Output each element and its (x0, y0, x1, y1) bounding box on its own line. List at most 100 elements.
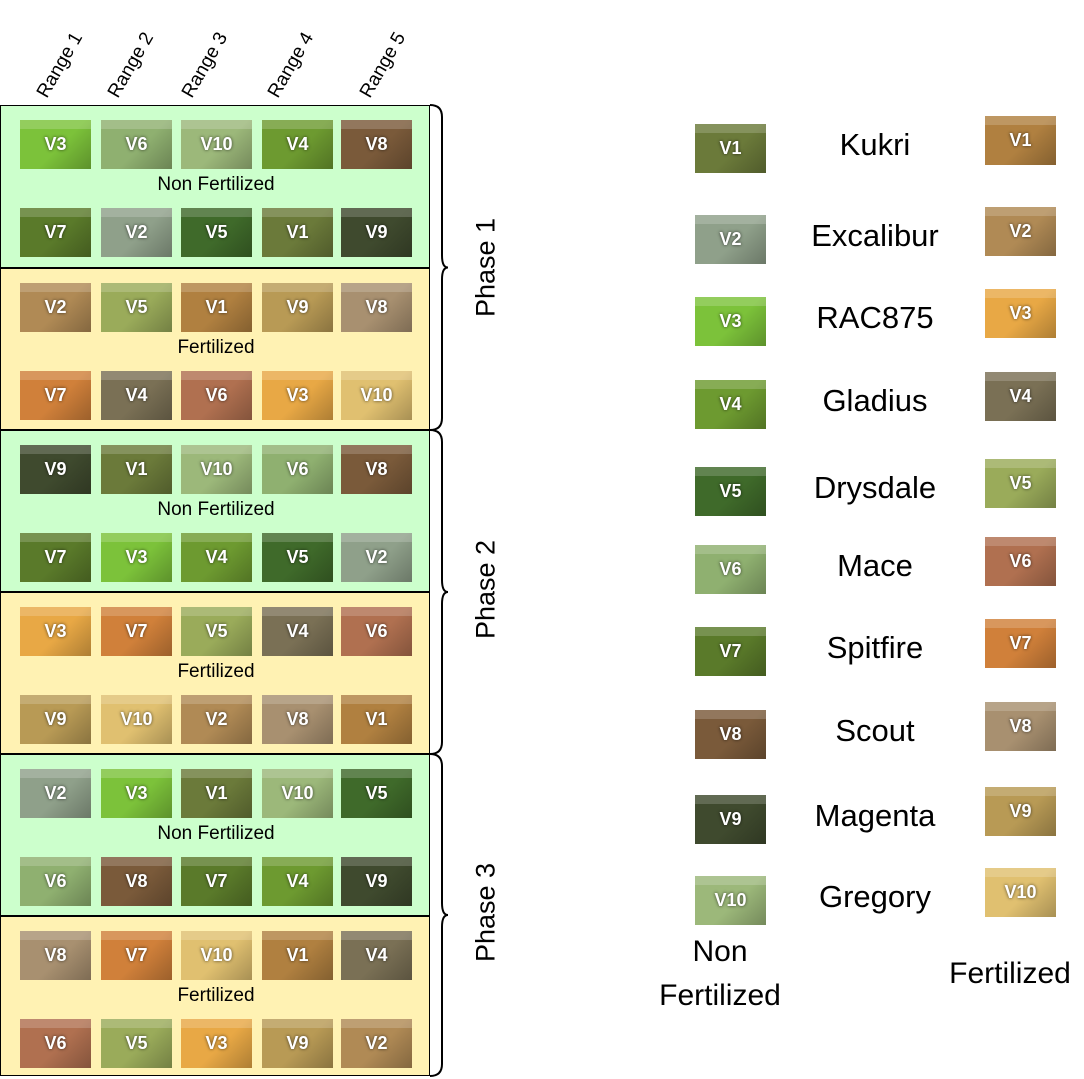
phase-label-2: Phase 2 (470, 539, 501, 640)
plot-tile-label: V10 (120, 709, 153, 729)
plot-tile: V9 (262, 283, 333, 332)
non-fertilized-caption: Non Fertilized (157, 174, 275, 195)
phase-brace-1 (429, 104, 449, 431)
plot-tile-label: V8 (44, 945, 67, 965)
plot-tile: V6 (341, 607, 412, 656)
plot-tile: V7 (20, 208, 91, 257)
legend-nf-code: V6 (719, 559, 742, 579)
legend-nf-tile-v5: V5 (695, 467, 766, 516)
plot-tile: V4 (262, 120, 333, 169)
non-fertilized-caption: Non Fertilized (157, 499, 275, 520)
plot-tile: V1 (262, 931, 333, 980)
legend-nf-tile-v9: V9 (695, 795, 766, 844)
plot-tile-label: V3 (286, 385, 309, 405)
plot-tile-label: V4 (365, 945, 388, 965)
plot-tile: V10 (262, 769, 333, 818)
plot-tile-label: V6 (286, 459, 309, 479)
plot-tile-label: V8 (365, 297, 388, 317)
plot-tile-label: V9 (286, 1033, 309, 1053)
legend-variety-name: Mace (837, 548, 913, 583)
plot-tile: V4 (101, 371, 172, 420)
plot-tile: V6 (20, 857, 91, 906)
plot-tile-label: V1 (286, 945, 309, 965)
plot-tile: V2 (341, 1019, 412, 1068)
plot-tile-label: V7 (44, 222, 67, 242)
plot-tile-label: V1 (365, 709, 388, 729)
legend-nf-code: V2 (719, 229, 742, 249)
legend-f-code: V4 (1009, 386, 1032, 406)
plot-tile: V4 (262, 857, 333, 906)
legend-f-tile-v9: V9 (985, 787, 1056, 836)
plot-tile: V3 (101, 769, 172, 818)
legend-nf-tile-v7: V7 (695, 627, 766, 676)
range-label-3: Range 3 (177, 28, 233, 102)
plot-tile: V8 (20, 931, 91, 980)
legend-variety-name: Gladius (822, 383, 928, 418)
plot-tile-label: V9 (365, 871, 388, 891)
plot-tile: V1 (181, 769, 252, 818)
non-fertilized-block-1: V3 V6 V10 V4 V8 V7 V2 V5 V1 V9 Non Fertilized (0, 105, 430, 268)
legend-f-code: V8 (1009, 716, 1032, 736)
plot-tile: V3 (181, 1019, 252, 1068)
fertilized-caption: Fertilized (177, 337, 255, 358)
phase-brace-3 (429, 753, 449, 1077)
legend-f-tile-v6: V6 (985, 537, 1056, 586)
range-label-4: Range 4 (263, 28, 319, 102)
plot-tile: V8 (341, 120, 412, 169)
plot-tile: V6 (101, 120, 172, 169)
fertilized-caption: Fertilized (177, 661, 255, 682)
legend-f-code: V10 (1004, 882, 1037, 902)
plot-tile-label: V4 (286, 134, 309, 154)
plot-tile-label: V3 (125, 783, 148, 803)
plot-tile: V10 (181, 120, 252, 169)
legend-nf-tile-v3: V3 (695, 297, 766, 346)
plot-tile: V2 (20, 283, 91, 332)
plot-tile-label: V10 (200, 459, 233, 479)
plot-tile: V1 (101, 445, 172, 494)
plot-tile: V5 (262, 533, 333, 582)
plot-tile: V7 (101, 607, 172, 656)
plot-tile-label: V7 (125, 621, 148, 641)
plot-tile-label: V6 (365, 621, 388, 641)
legend-footer-non-fertilized: Non Fertilized (659, 935, 781, 1012)
plot-tile-label: V9 (286, 297, 309, 317)
plot-tile-label: V7 (205, 871, 228, 891)
plot-tile: V9 (20, 445, 91, 494)
legend-variety-name: Drysdale (813, 470, 937, 505)
legend-f-code: V9 (1009, 801, 1032, 821)
legend-nf-code: V10 (714, 890, 747, 910)
plot-tile-label: V4 (125, 385, 148, 405)
plot-tile-label: V10 (281, 783, 314, 803)
plot-tile: V10 (101, 695, 172, 744)
plot-tile-label: V2 (44, 297, 67, 317)
legend-nf-tile-v1: V1 (695, 124, 766, 173)
plot-tile-label: V9 (44, 709, 67, 729)
plot-tile-label: V5 (125, 297, 148, 317)
plot-tile: V9 (341, 208, 412, 257)
legend-nf-code: V9 (719, 809, 742, 829)
plot-tile: V9 (341, 857, 412, 906)
plot-tile: V4 (341, 931, 412, 980)
plot-tile-label: V8 (125, 871, 148, 891)
plot-tile-label: V2 (365, 1033, 388, 1053)
plot-tile-label: V9 (44, 459, 67, 479)
legend-f-tile-v4: V4 (985, 372, 1056, 421)
plot-tile-label: V5 (205, 222, 228, 242)
plot-tile-label: V8 (365, 459, 388, 479)
plot-tile: V4 (262, 607, 333, 656)
plot-tile-label: V8 (286, 709, 309, 729)
plot-tile-label: V5 (205, 621, 228, 641)
legend-nf-tile-v2: V2 (695, 215, 766, 264)
plot-tile-label: V4 (205, 547, 228, 567)
plot-tile-label: V2 (125, 222, 148, 242)
plot-tile: V7 (20, 533, 91, 582)
legend-nf-code: V8 (719, 724, 742, 744)
phase-brace-2 (429, 429, 449, 755)
plot-tile-label: V7 (44, 385, 67, 405)
legend-f-tile-v5: V5 (985, 459, 1056, 508)
plot-tile: V8 (262, 695, 333, 744)
plot-tile: V5 (181, 607, 252, 656)
plot-tile: V8 (101, 857, 172, 906)
fertilized-block-6: V8 V7 V10 V1 V4 V6 V5 V3 V9 V2 Fertilized (0, 916, 430, 1076)
plot-tile: V5 (341, 769, 412, 818)
